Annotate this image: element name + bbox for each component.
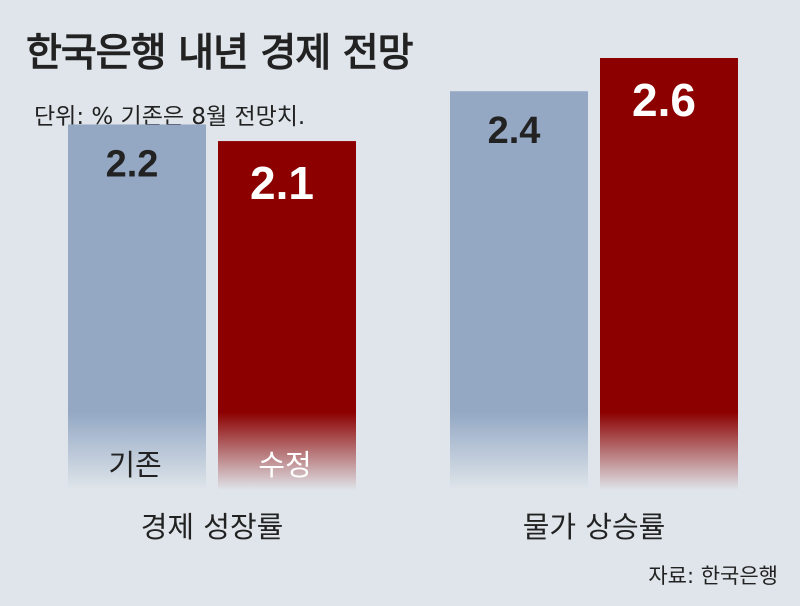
data-label: 2.6 [632,74,696,126]
data-label: 2.1 [250,157,314,209]
category-label: 물가 상승률 [523,510,666,544]
data-label: 2.4 [488,110,541,152]
category-label: 경제 성장률 [141,510,284,544]
bar-fade-revised-inflation [600,412,738,490]
source-note: 자료: 한국은행 [648,564,778,588]
data-label: 2.2 [106,143,159,185]
bar-fade-revised-growth [218,412,356,490]
bar-fade-existing-inflation [450,412,588,490]
bar-existing-growth [68,124,206,412]
bar-revised-growth [218,141,356,413]
bar-revised-inflation [600,58,738,412]
series-label-existing: 기존 [108,448,161,482]
bar-fade-existing-growth [68,412,206,490]
bar-existing-inflation [450,91,588,412]
chart-title: 한국은행 내년 경제 전망 [26,31,414,76]
series-label-revised: 수정 [258,448,311,482]
